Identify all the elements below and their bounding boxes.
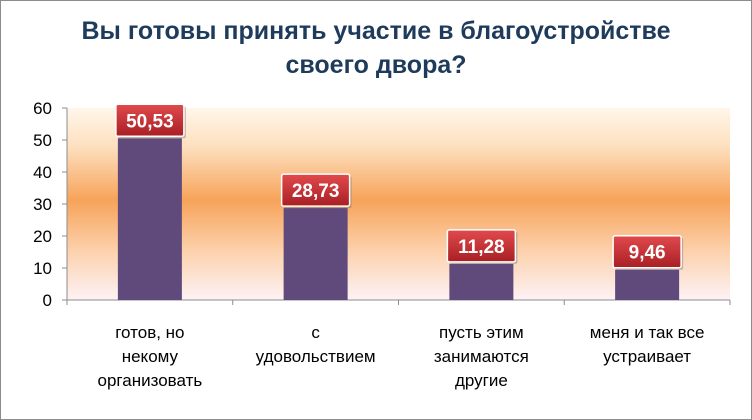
bar <box>283 208 348 300</box>
x-category-label-line: меня и так все <box>590 323 705 342</box>
x-category-label-line: некому <box>122 347 179 366</box>
x-category-label-line: другие <box>455 371 508 390</box>
x-category-label-line: занимаются <box>434 347 529 366</box>
x-category-label-line: с <box>311 323 320 342</box>
bar <box>615 269 680 300</box>
y-tick-label: 60 <box>33 99 52 118</box>
x-category-label: пусть этим занимаются другие <box>434 323 529 390</box>
y-tick-label: 40 <box>33 163 52 182</box>
x-category-label-line: организовать <box>98 371 203 390</box>
x-category-label-line: удовольствием <box>256 347 376 366</box>
x-category-label-line: готов, но <box>115 323 184 342</box>
data-label: 50,53 <box>126 111 174 132</box>
y-tick-label: 0 <box>43 291 52 310</box>
bar <box>117 138 182 300</box>
data-label-box <box>446 229 517 263</box>
chart-title: Вы готовы принять участие в благоустройс… <box>0 14 752 82</box>
y-tick-label: 20 <box>33 227 52 246</box>
data-label-box <box>280 173 351 207</box>
y-tick-label: 50 <box>33 131 52 150</box>
data-label: 28,73 <box>292 181 340 202</box>
x-category-label: меня и так все устраивает <box>590 323 705 366</box>
x-category-label-line: устраивает <box>603 347 691 366</box>
x-category-label-line: пусть этим <box>439 323 524 342</box>
data-label-box <box>115 103 185 138</box>
chart-title-line-2: своего двора? <box>285 51 467 79</box>
data-label-box <box>612 234 682 269</box>
y-tick-label: 30 <box>33 195 52 214</box>
chart-title-line-1: Вы готовы принять участие в благоустройс… <box>81 17 671 45</box>
x-category-label: с удовольствием <box>256 323 376 366</box>
data-label: 9,46 <box>629 243 666 264</box>
data-label: 11,28 <box>458 237 505 258</box>
y-tick-label: 10 <box>33 259 52 278</box>
x-category-label: готов, но некому организовать <box>98 323 203 390</box>
bar <box>449 263 514 300</box>
